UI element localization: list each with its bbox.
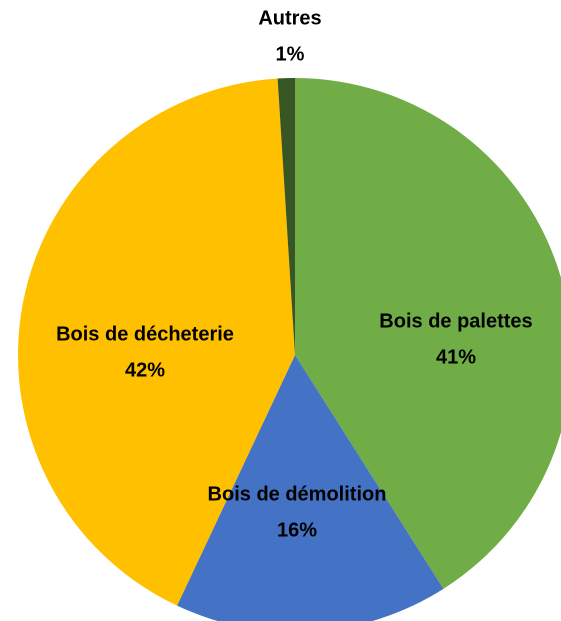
pie-slice	[277, 78, 295, 355]
slice-label: Autres	[258, 7, 321, 29]
pie-slice	[18, 78, 295, 606]
slice-value: 16%	[277, 519, 317, 541]
slice-label: Bois de démolition	[208, 483, 387, 505]
slice-value: 1%	[276, 43, 305, 65]
slice-label: Bois de palettes	[379, 310, 532, 332]
slice-value: 42%	[125, 359, 165, 381]
pie-slice	[177, 355, 444, 621]
slice-label: Bois de décheterie	[56, 323, 234, 345]
slice-value: 41%	[436, 346, 476, 368]
pie-slice	[295, 78, 561, 589]
